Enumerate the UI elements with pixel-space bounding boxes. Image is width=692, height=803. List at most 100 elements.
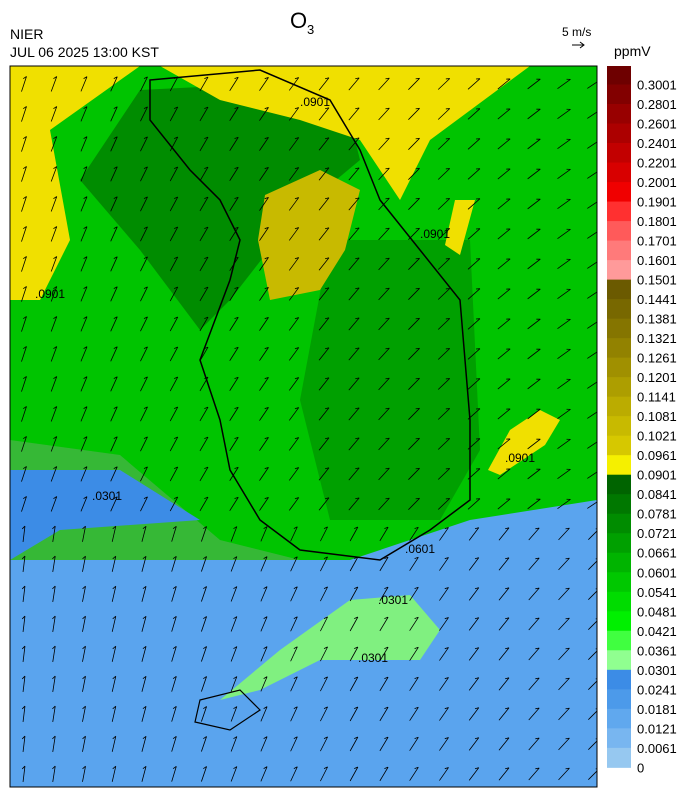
- wind-arrow: [199, 196, 209, 212]
- contour-label: .0301: [358, 651, 388, 665]
- wind-arrow: [439, 767, 449, 781]
- wind-arrow: [408, 437, 420, 450]
- wind-arrow: [557, 408, 571, 419]
- wind-arrow: [348, 317, 360, 331]
- colorbar-swatch: [607, 162, 631, 183]
- wind-arrow: [201, 736, 207, 752]
- yellow-east-sea: [488, 410, 560, 475]
- wind-arrow: [409, 736, 419, 751]
- wind-arrow: [558, 557, 570, 571]
- wind-arrow: [169, 346, 179, 362]
- wind-arrow: [558, 527, 570, 541]
- wind-arrow: [588, 648, 597, 660]
- wind-arrow: [439, 587, 449, 601]
- wind-arrow: [229, 346, 239, 361]
- wind-arrow: [437, 108, 451, 120]
- wind-arrow: [82, 675, 86, 692]
- wind-arrow: [498, 557, 510, 571]
- wind-arrow: [169, 256, 179, 272]
- colorbar-swatch: [607, 728, 631, 749]
- wind-reference-arrowhead: [579, 41, 585, 49]
- colorbar-swatch: [607, 708, 631, 729]
- colorbar-swatch: [607, 630, 631, 651]
- colorbar-unit: ppmV: [614, 43, 651, 59]
- wind-arrow: [528, 587, 540, 601]
- wind-arrow: [80, 136, 88, 152]
- wind-arrow: [318, 347, 330, 361]
- wind-arrow: [527, 78, 541, 90]
- wind-arrow: [320, 736, 328, 752]
- wind-arrow: [498, 527, 510, 541]
- colorbar-label: 0.0481: [637, 604, 677, 619]
- wind-arrow: [467, 438, 481, 450]
- wind-arrow: [349, 676, 359, 692]
- wind-arrow: [558, 737, 570, 751]
- wind-arrow: [21, 466, 27, 482]
- wind-arrow: [288, 407, 300, 421]
- wind-arrow: [171, 586, 177, 602]
- wind-arrow: [140, 466, 148, 482]
- wind-arrow: [260, 526, 268, 542]
- colorbar-swatch: [607, 650, 631, 671]
- wind-arrow: [171, 556, 177, 572]
- wind-arrow: [378, 377, 390, 391]
- wind-arrow: [497, 438, 511, 450]
- wind-arrow: [349, 736, 359, 752]
- wind-arrow: [21, 286, 27, 302]
- wind-arrow: [259, 437, 269, 451]
- wind-arrow: [52, 555, 56, 572]
- wind-arrow: [110, 136, 118, 152]
- wind-arrow: [230, 736, 238, 752]
- wind-arrow: [528, 527, 540, 541]
- wind-arrow: [527, 288, 541, 300]
- wind-arrow: [408, 407, 420, 420]
- wind-arrow: [527, 498, 541, 510]
- wind-arrow: [169, 136, 179, 152]
- wind-arrow: [528, 677, 540, 691]
- wind-arrow: [111, 735, 117, 752]
- wind-arrow: [320, 706, 328, 722]
- wind-arrow: [140, 256, 148, 272]
- wind-arrow: [557, 468, 571, 479]
- wind-arrow: [528, 617, 540, 631]
- colorbar-swatch: [607, 572, 631, 593]
- wind-arrow: [348, 167, 360, 181]
- wind-arrow: [288, 497, 300, 511]
- wind-arrow: [171, 766, 177, 782]
- wind-arrow: [587, 108, 597, 119]
- wind-arrow: [348, 347, 360, 361]
- wind-arrow: [467, 198, 481, 210]
- colorbar-label: 0.3001: [637, 78, 677, 93]
- wind-arrow: [199, 226, 209, 242]
- wind-arrow: [409, 526, 419, 541]
- wind-arrow: [110, 286, 118, 302]
- wind-arrow: [318, 227, 330, 241]
- wind-arrow: [527, 438, 541, 450]
- wind-arrow: [588, 618, 597, 630]
- wind-arrow: [588, 678, 597, 690]
- wind-arrow: [468, 647, 480, 661]
- wind-arrow: [498, 647, 510, 661]
- colorbar: 0.3001 0.2801 0.2601 0.2401 0.2201 0.2001 0.19…: [607, 66, 677, 775]
- colorbar-label: 0.0241: [637, 682, 677, 697]
- wind-arrow: [409, 676, 419, 691]
- colorbar-swatch: [607, 221, 631, 242]
- wind-arrow: [558, 587, 570, 601]
- colorbar-swatch: [607, 84, 631, 105]
- title: O: [290, 8, 307, 33]
- wind-arrow: [80, 496, 88, 512]
- wind-arrow: [437, 408, 451, 420]
- wind-arrow: [378, 347, 390, 361]
- wind-arrow: [140, 166, 148, 182]
- colorbar-label: 0.1321: [637, 331, 677, 346]
- wind-arrow: [437, 288, 451, 300]
- wind-arrow: [230, 616, 238, 632]
- wind-arrow: [409, 706, 419, 721]
- wind-arrow: [201, 706, 207, 722]
- colorbar-label: 0.0841: [637, 487, 677, 502]
- wind-arrow: [199, 346, 209, 362]
- wind-arrow: [467, 258, 481, 270]
- contour-label: .0901: [35, 287, 65, 301]
- wind-arrow: [408, 137, 420, 150]
- wind-arrow: [497, 288, 511, 300]
